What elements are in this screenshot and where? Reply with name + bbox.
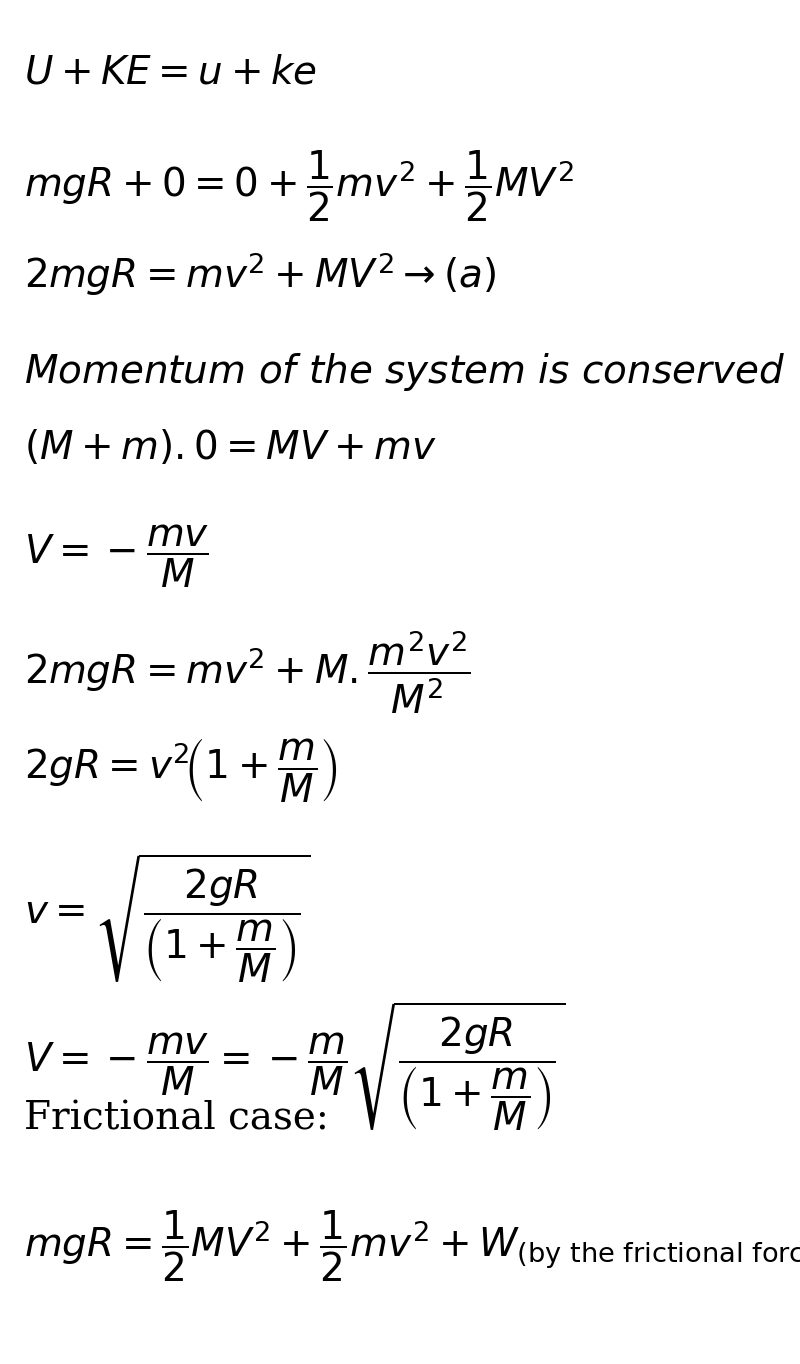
Text: $v=\sqrt{\dfrac{2gR}{\left(1+\dfrac{m}{M}\right)}}$: $v=\sqrt{\dfrac{2gR}{\left(1+\dfrac{m}{M… — [24, 851, 311, 985]
Text: $2gR=v^2\!\left(1+\dfrac{m}{M}\right)$: $2gR=v^2\!\left(1+\dfrac{m}{M}\right)$ — [24, 737, 338, 803]
Text: $2mgR=mv^2+MV^2\rightarrow(a)$: $2mgR=mv^2+MV^2\rightarrow(a)$ — [24, 250, 496, 297]
Text: $2mgR=mv^2+M.\dfrac{m^2v^2}{M^2}$: $2mgR=mv^2+M.\dfrac{m^2v^2}{M^2}$ — [24, 627, 471, 716]
Text: $(M+m).0=MV+mv$: $(M+m).0=MV+mv$ — [24, 428, 438, 468]
Text: $\it{Momentum\ of\ the\ system\ is\ conserved}$: $\it{Momentum\ of\ the\ system\ is\ cons… — [24, 351, 786, 393]
Text: Frictional case:: Frictional case: — [24, 1101, 330, 1138]
Text: $V=-\dfrac{mv}{M}=-\dfrac{m}{M}\sqrt{\dfrac{2gR}{\left(1+\dfrac{m}{M}\right)}}$: $V=-\dfrac{mv}{M}=-\dfrac{m}{M}\sqrt{\df… — [24, 1000, 566, 1133]
Text: $V=-\dfrac{mv}{M}$: $V=-\dfrac{mv}{M}$ — [24, 522, 210, 589]
Text: $\mathit{U+KE=u+ke}$: $\mathit{U+KE=u+ke}$ — [24, 55, 318, 91]
Text: $mgR=\dfrac{1}{2}MV^2+\dfrac{1}{2}mv^2+W_{\rm{(by\ the\ frictional\ force)}}$: $mgR=\dfrac{1}{2}MV^2+\dfrac{1}{2}mv^2+W… — [24, 1209, 800, 1284]
Text: $mgR+0=0+\dfrac{1}{2}mv^2+\dfrac{1}{2}MV^2$: $mgR+0=0+\dfrac{1}{2}mv^2+\dfrac{1}{2}MV… — [24, 149, 574, 224]
